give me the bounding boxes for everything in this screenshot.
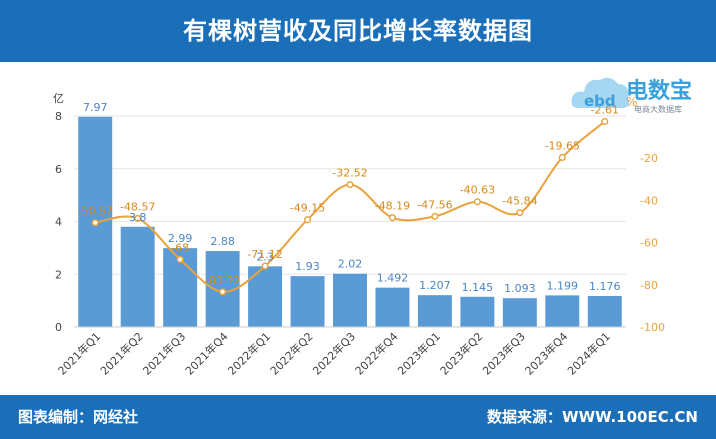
logo-mark: ebd <box>584 92 616 110</box>
y-tick-label: 6 <box>55 163 62 176</box>
bar-value-label: 1.176 <box>589 280 621 293</box>
bar <box>417 295 452 327</box>
cloud-icon <box>571 77 630 108</box>
x-tick-label: 2022年Q1 <box>225 329 274 378</box>
logo-main: 电数宝 <box>626 78 692 104</box>
line-point <box>91 219 99 227</box>
line-value-label: -32.52 <box>332 167 367 180</box>
x-tick-label: 2023年Q3 <box>479 329 528 378</box>
bar-value-label: 7.97 <box>83 101 108 114</box>
x-tick-label: 2022年Q4 <box>352 329 401 378</box>
bar-value-label: 2.99 <box>168 232 193 245</box>
chart: 7.97 3.8 2.99 2.88 2.3 1.93 2.02 1.492 1.207 1.14… <box>53 92 665 378</box>
line-point <box>473 198 481 206</box>
line-point <box>346 181 354 189</box>
footer-bar: 图表编制：网经社 数据来源：WWW.100EC.CN <box>0 395 716 439</box>
bar <box>120 226 155 327</box>
bar-value-label: 3.8 <box>129 211 147 224</box>
line-value-label: -68 <box>171 241 189 254</box>
line-value-label: -48.57 <box>120 200 155 213</box>
line-point <box>558 153 566 162</box>
bar-value-label: 1.207 <box>419 279 451 292</box>
line-value-label: -45.84 <box>502 195 537 208</box>
y-tick-label: 8 <box>55 110 62 123</box>
y-tick-label: 4 <box>55 216 62 229</box>
x-tick-label: 2021年Q3 <box>140 329 189 378</box>
bar-value-label: 1.93 <box>295 260 320 273</box>
y2-tick-label: -60 <box>640 237 658 250</box>
bar <box>502 298 537 327</box>
bar <box>587 295 622 327</box>
x-tick-label: 2021年Q4 <box>182 329 231 378</box>
bar-value-label: 1.093 <box>504 282 536 295</box>
y2-tick-label: -40 <box>640 194 658 207</box>
bar-value-label: 1.199 <box>547 279 579 292</box>
line-point <box>219 288 227 296</box>
line-value-label: -71.12 <box>247 248 282 261</box>
bar <box>545 295 580 327</box>
line-point <box>176 255 184 264</box>
line-value-label: -40.63 <box>460 184 495 197</box>
bar <box>290 276 325 327</box>
bar <box>333 273 367 327</box>
x-tick-label: 2023年Q4 <box>522 329 571 378</box>
y-tick-label: 0 <box>55 321 62 334</box>
bar-value-label: 2.3 <box>256 250 274 263</box>
x-tick-label: 2021年Q2 <box>97 329 146 378</box>
line-point <box>261 262 269 270</box>
x-tick-label: 2023年Q2 <box>437 329 486 378</box>
logo-sub: 电商大数据库 <box>634 104 682 114</box>
bar-value-label: 2.88 <box>210 235 235 248</box>
bar <box>375 287 410 327</box>
logo: ebd 电数宝 电商大数据库 <box>570 68 710 120</box>
line-point <box>303 216 312 224</box>
bar-value-label: 1.145 <box>462 281 494 294</box>
y2-tick-label: -20 <box>640 152 658 165</box>
x-tick-label: 2023年Q1 <box>394 329 443 378</box>
footer-source: 数据来源：WWW.100EC.CN <box>487 408 698 426</box>
y2-tick-label: -100 <box>640 321 665 334</box>
x-tick-label: 2022年Q3 <box>310 329 359 378</box>
line-point <box>431 212 439 220</box>
footer-editor: 图表编制：网经社 <box>18 408 139 426</box>
x-tick-label: 2024年Q1 <box>564 329 613 378</box>
y2-tick-label: -80 <box>640 279 658 292</box>
bar-value-label: 1.492 <box>377 272 409 285</box>
x-tick-label: 2021年Q1 <box>55 329 104 378</box>
line-value-label: -49.15 <box>290 202 325 215</box>
line-value-label: -48.19 <box>375 200 410 213</box>
y-tick-label: 2 <box>55 268 62 281</box>
line-value-label: -83.32 <box>205 274 240 287</box>
header-bar: 有棵树营收及同比增长率数据图 <box>0 0 716 62</box>
y-axis-unit: 亿 <box>53 92 64 105</box>
line-point <box>601 117 609 126</box>
page-title: 有棵树营收及同比增长率数据图 <box>183 17 533 45</box>
line-point <box>516 209 524 217</box>
line-value-label: -47.56 <box>417 198 452 211</box>
bar-value-label: 2.02 <box>338 258 363 271</box>
line-value-label: -19.65 <box>545 139 580 152</box>
line-point <box>134 214 142 223</box>
y2-axis-unit: % <box>626 95 637 109</box>
x-tick-label: 2022年Q2 <box>267 329 316 378</box>
bar <box>460 296 495 327</box>
line-value-label: -50.57 <box>77 205 112 218</box>
line-point <box>388 214 397 222</box>
